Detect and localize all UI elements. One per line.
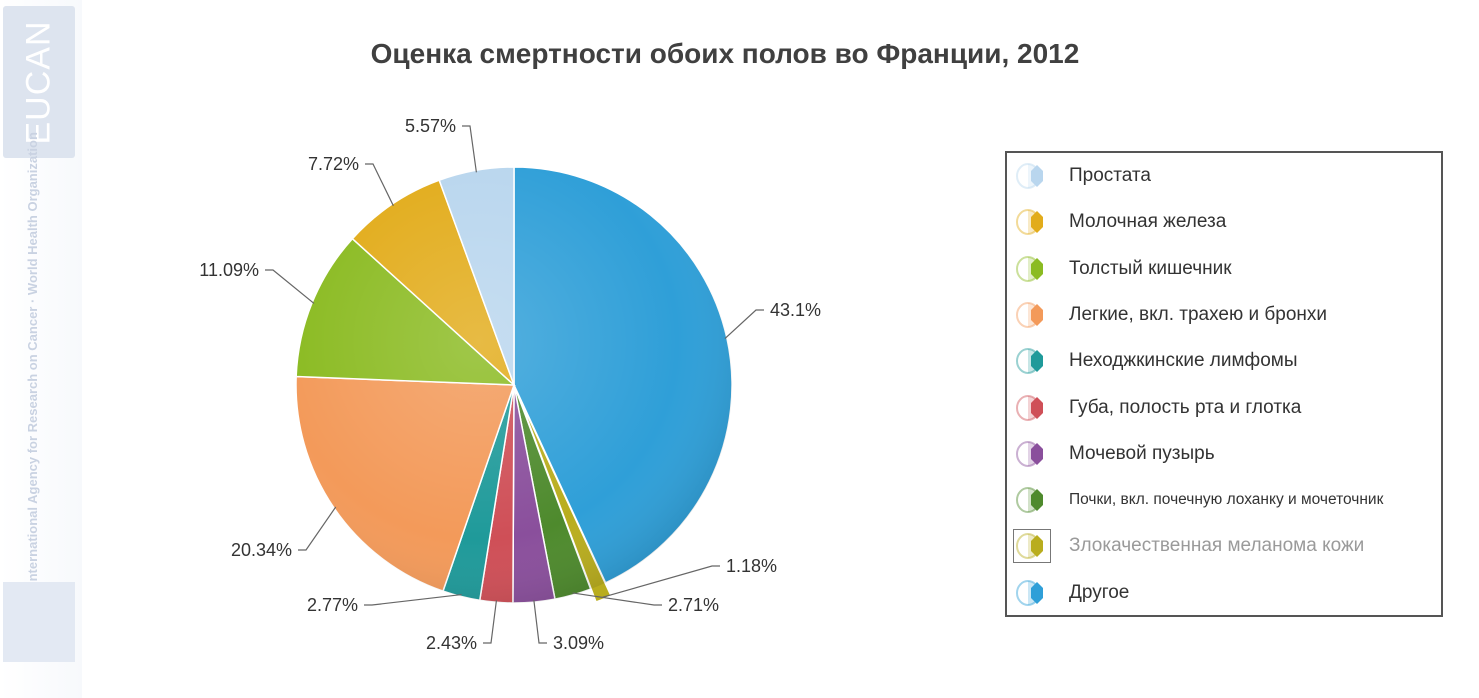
legend-label: Легкие, вкл. трахею и бронхи — [1069, 303, 1328, 325]
data-label: 5.57% — [405, 116, 456, 136]
sidebar-watermark: EUCAN International Agency for Research … — [0, 0, 82, 698]
leader-line — [572, 592, 662, 606]
legend-label: Другое — [1069, 581, 1130, 603]
legend-item[interactable]: Простата — [1015, 159, 1435, 193]
pie-swatch-icon — [1013, 529, 1051, 564]
pie-swatch-icon — [1015, 300, 1049, 330]
leader-line — [462, 125, 477, 173]
legend-label: Молочная железа — [1069, 211, 1227, 233]
legend-label: Почки, вкл. почечную лоханку и мочеточни… — [1069, 491, 1384, 509]
pie-swatch-icon — [1015, 254, 1049, 284]
pie-swatch-icon — [1015, 393, 1049, 423]
legend-item[interactable]: Злокачественная меланома кожи — [1013, 529, 1435, 564]
pie-swatch-icon — [1015, 439, 1049, 469]
legend-item[interactable]: Мочевой пузырь — [1015, 437, 1435, 471]
legend-item[interactable]: Легкие, вкл. трахею и бронхи — [1015, 298, 1435, 332]
pie-swatch-icon — [1015, 346, 1049, 376]
pie-chart: 43.1% 1.18% 2.71% 3.09% 2.43% 2.77% 20.34% 11.0… — [199, 116, 821, 653]
pie-swatch-icon — [1015, 485, 1049, 515]
data-label: 1.18% — [726, 556, 777, 576]
legend-item[interactable]: Толстый кишечник — [1015, 252, 1435, 286]
legend-item[interactable]: Молочная железа — [1015, 205, 1435, 239]
leader-line — [364, 593, 462, 606]
data-label: 43.1% — [770, 300, 821, 320]
leader-line — [602, 565, 720, 598]
leader-line — [533, 600, 547, 644]
leader-line — [298, 506, 337, 551]
data-label: 11.09% — [199, 260, 259, 280]
chart-title: Оценка смертности обоих полов во Франции… — [370, 38, 1080, 69]
eu-flag-icon — [3, 582, 75, 662]
leader-line — [724, 309, 764, 339]
data-label: 7.72% — [308, 154, 359, 174]
eucan-logo: EUCAN — [3, 6, 75, 158]
legend-label: Мочевой пузырь — [1069, 442, 1215, 464]
pie-swatch-icon — [1015, 161, 1049, 191]
legend-label: Неходжкинские лимфомы — [1069, 350, 1298, 372]
data-label: 2.43% — [426, 633, 477, 653]
leader-line — [265, 269, 315, 304]
data-label: 3.09% — [553, 633, 604, 653]
legend-label: Губа, полость рта и глотка — [1069, 396, 1302, 418]
legend-label: Простата — [1069, 165, 1151, 186]
data-label: 20.34% — [231, 540, 292, 560]
pie-swatch-icon — [1015, 207, 1049, 237]
pie-swatch-icon — [1015, 578, 1049, 608]
legend-item[interactable]: Губа, полость рта и глотка — [1015, 391, 1435, 425]
data-label: 2.77% — [307, 595, 358, 615]
leader-line — [483, 600, 498, 644]
legend-label: Толстый кишечник — [1069, 257, 1232, 279]
legend-item[interactable]: Неходжкинские лимфомы — [1015, 344, 1435, 378]
legend-item[interactable]: Почки, вкл. почечную лоханку и мочеточни… — [1015, 483, 1435, 517]
legend-label: Злокачественная меланома кожи — [1069, 535, 1365, 557]
leader-line — [365, 163, 394, 207]
legend: Простата Молочная железа Толстый кишечни… — [1005, 151, 1443, 617]
data-label: 2.71% — [668, 595, 719, 615]
legend-item[interactable]: Другое — [1015, 576, 1435, 610]
